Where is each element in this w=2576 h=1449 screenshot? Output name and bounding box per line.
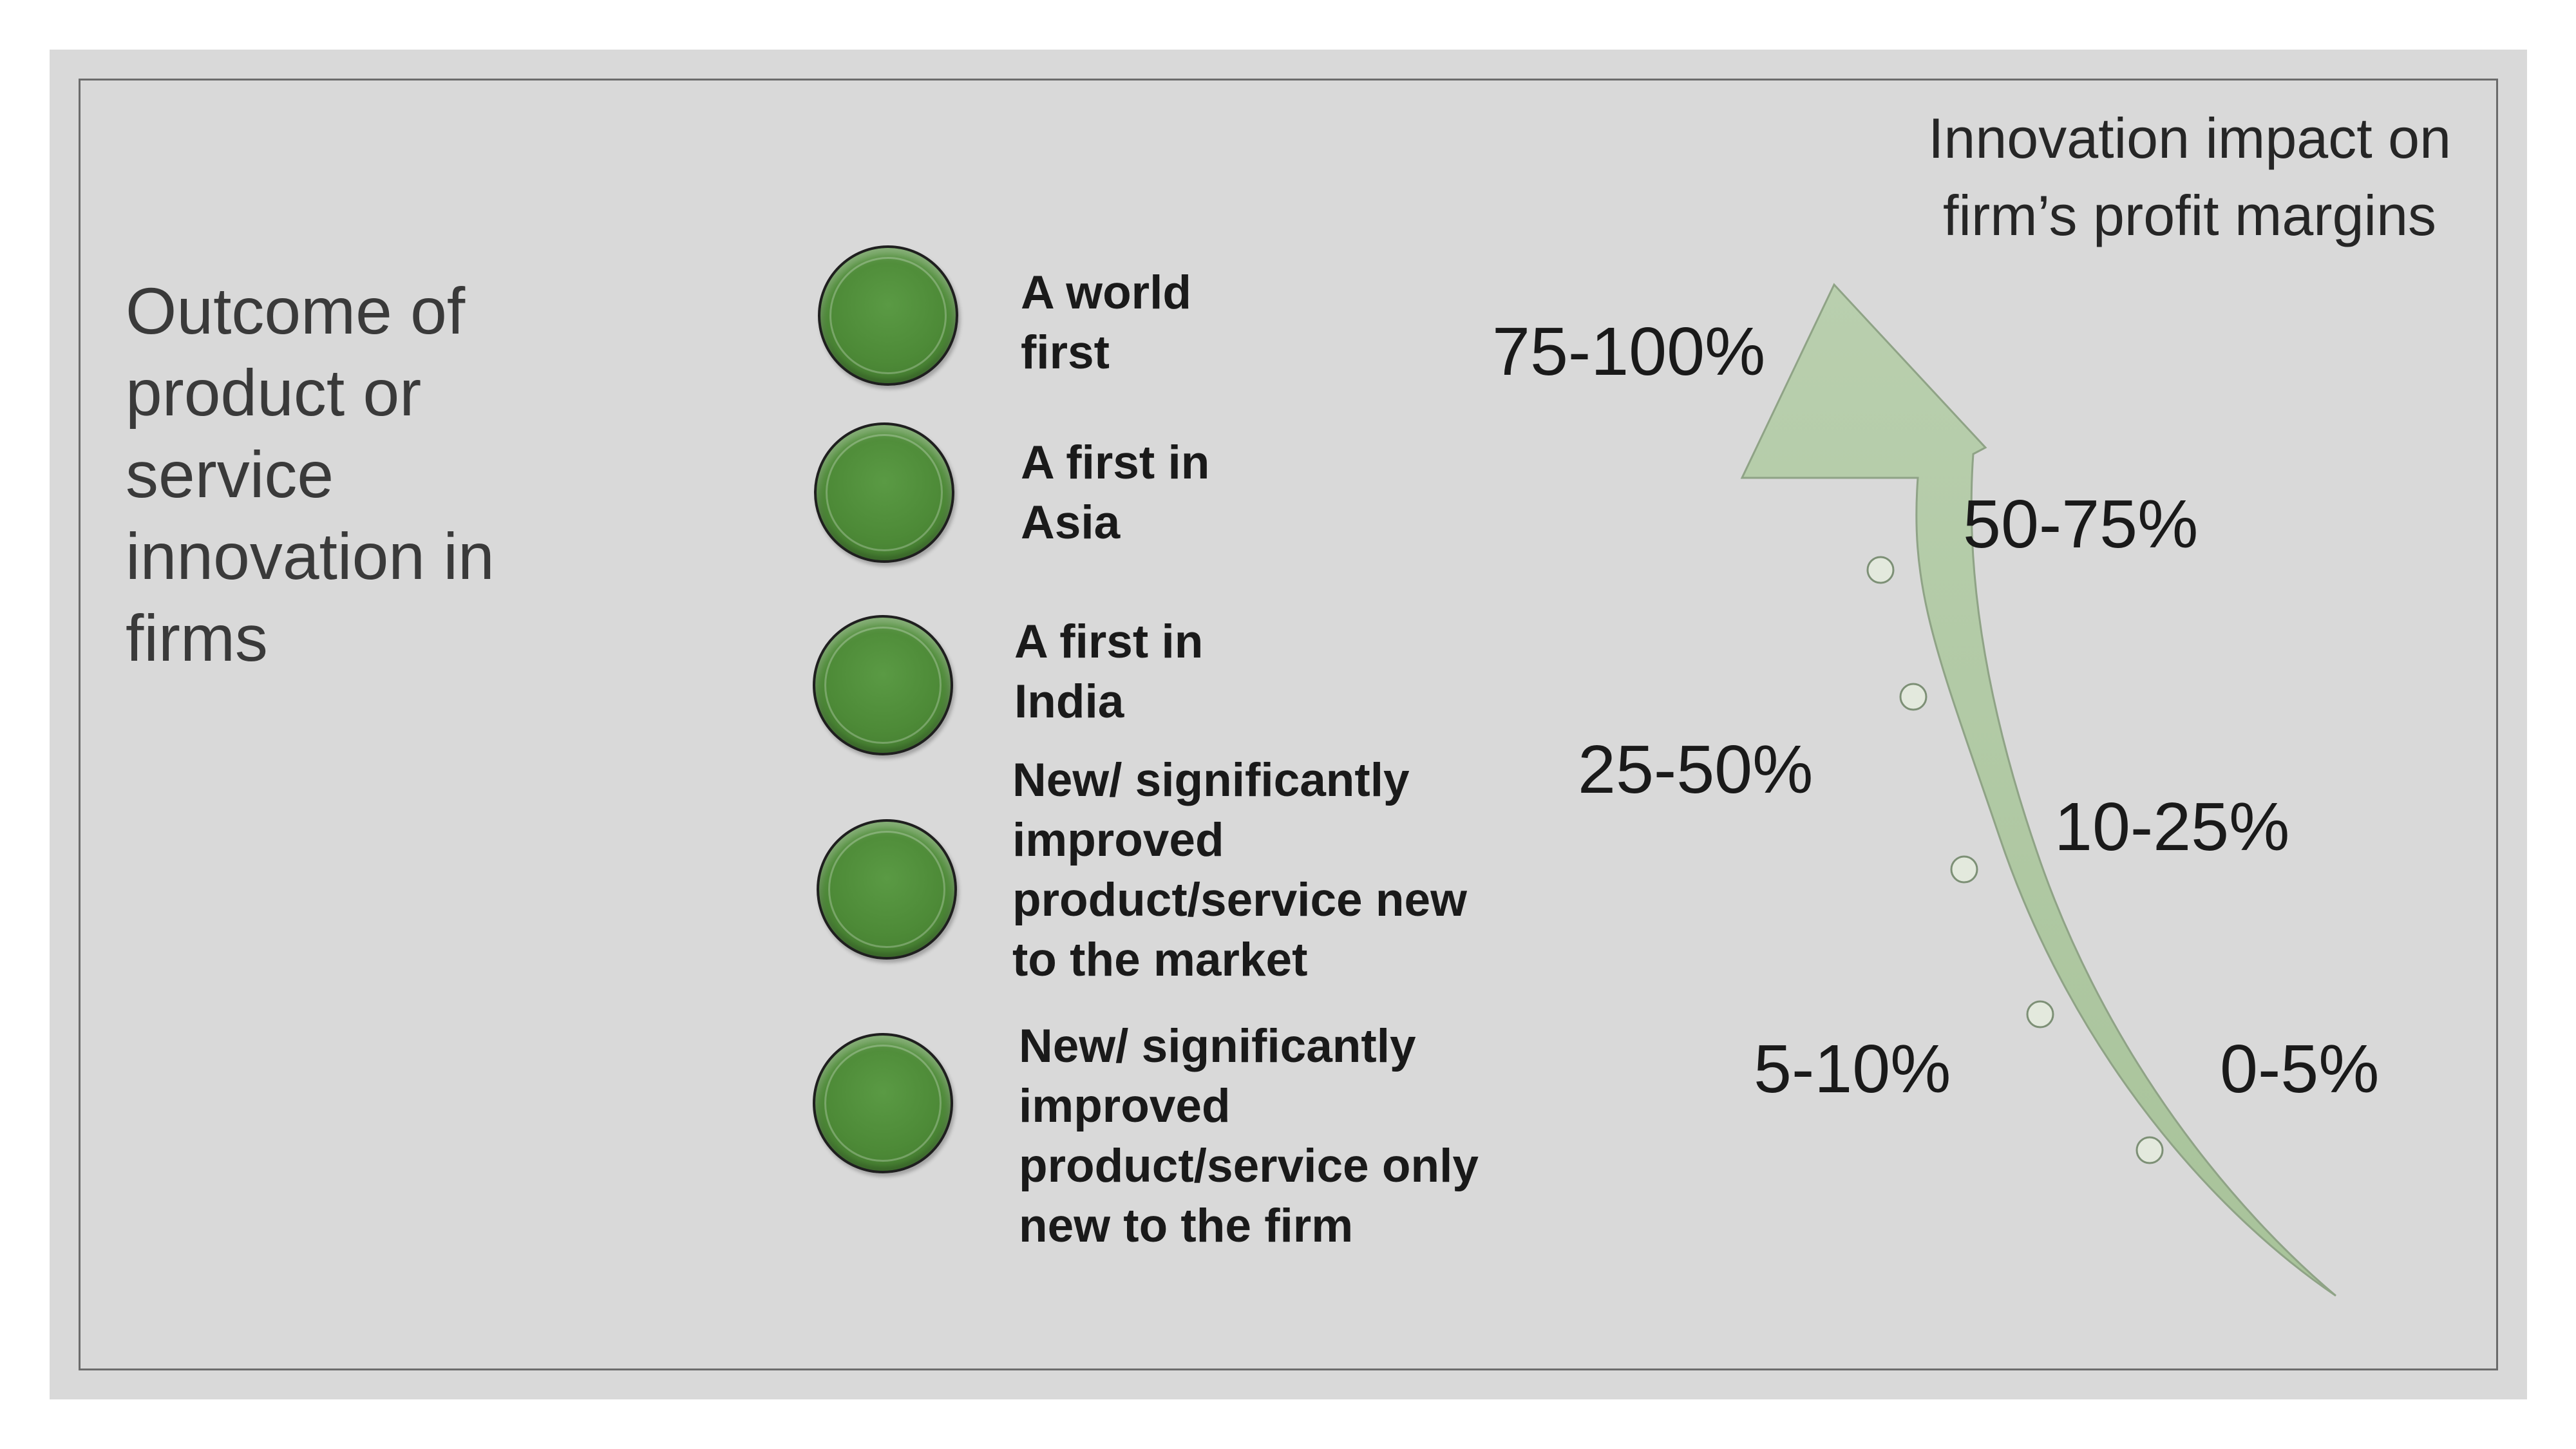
- outcome-label-new-to-market: New/ significantly improved product/serv…: [1012, 754, 1467, 986]
- impact-label-10-25: 10-25%: [2054, 789, 2290, 865]
- impact-label-0-5: 0-5%: [2220, 1031, 2380, 1107]
- outcome-label-first-in-india: A first in India: [1014, 616, 1204, 728]
- arrow-dot: [1899, 683, 1927, 711]
- arrow-dot: [2026, 1000, 2054, 1028]
- right-title-line1: Innovation impact on: [1927, 106, 2452, 170]
- outcome-circle-world-first: [818, 245, 958, 386]
- outcome-circle-new-to-market: [817, 819, 957, 960]
- slide-background: [50, 50, 2527, 1399]
- outcome-circle-new-to-firm: [813, 1033, 953, 1173]
- impact-label-25-50: 25-50%: [1578, 732, 1814, 808]
- arrow-body: [1740, 283, 2336, 1297]
- arrow-dot: [2136, 1136, 2164, 1164]
- impact-label-5-10: 5-10%: [1754, 1031, 1951, 1107]
- arrow-dot: [1866, 556, 1895, 584]
- outcome-label-world-first: A world first: [1021, 267, 1191, 379]
- slide-frame: [79, 79, 2498, 1370]
- outcome-label-new-to-firm: New/ significantly improved product/serv…: [1019, 1020, 1479, 1252]
- outcome-label-first-in-asia: A first in Asia: [1021, 437, 1210, 549]
- right-title: Innovation impact on firm’s profit margi…: [1868, 100, 2512, 254]
- arrow-dots: [1866, 556, 2164, 1164]
- right-title-line2: firm’s profit margins: [1942, 184, 2437, 247]
- arrow-dot: [1950, 855, 1978, 884]
- outcome-circle-first-in-asia: [814, 422, 954, 563]
- impact-label-75-100: 75-100%: [1492, 314, 1766, 390]
- left-title: Outcome of product or service innovation…: [126, 274, 495, 675]
- outcome-circle-first-in-india: [813, 615, 953, 755]
- impact-label-50-75: 50-75%: [1963, 486, 2199, 562]
